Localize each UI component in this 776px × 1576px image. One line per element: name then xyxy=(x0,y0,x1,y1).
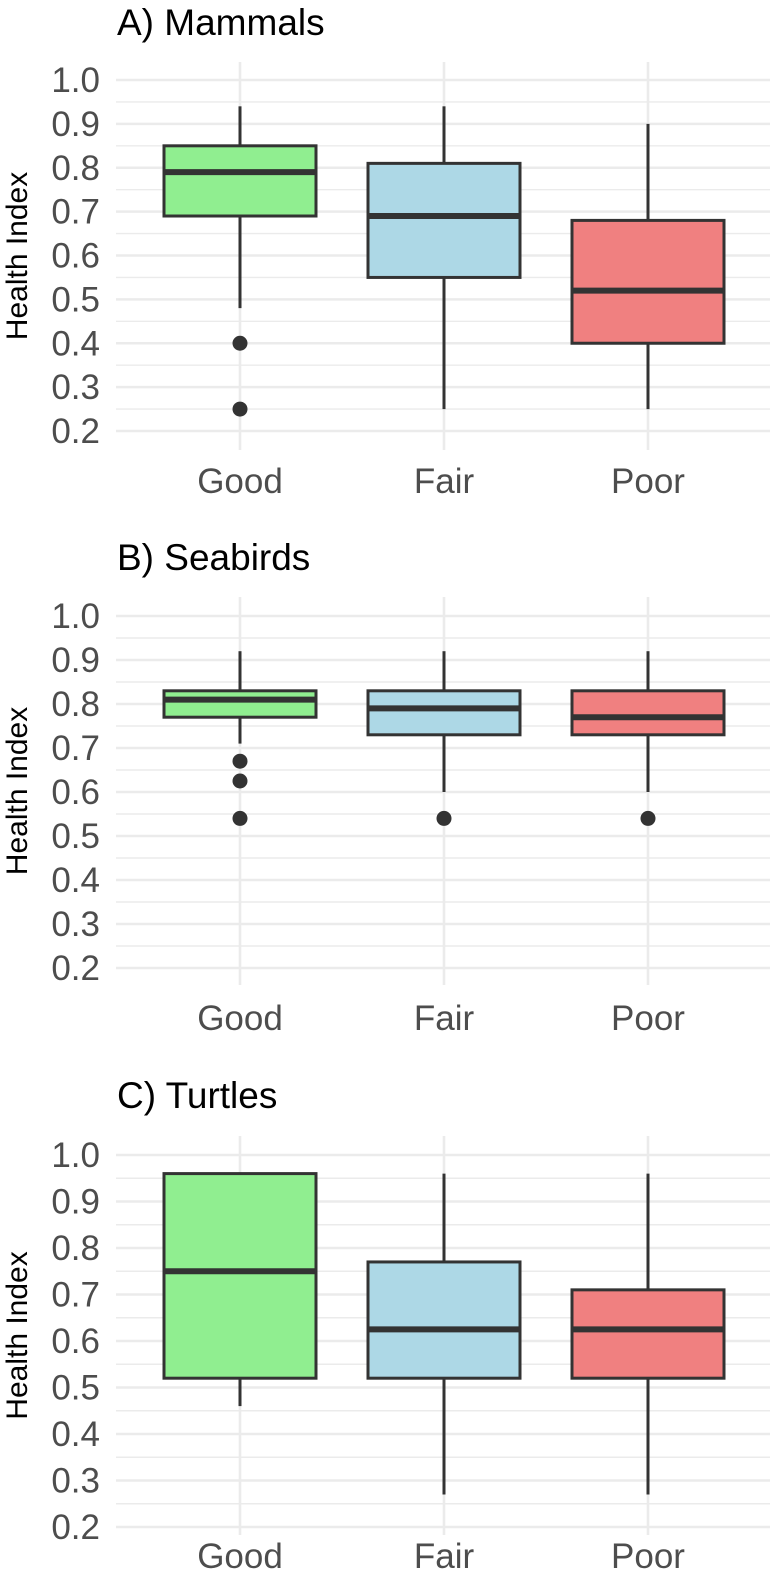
y-tick-label: 0.8 xyxy=(51,149,100,188)
box-body xyxy=(570,218,726,345)
box-good xyxy=(162,1172,318,1407)
panel-2: B) Seabirds Health Index 0.2 0.3 0.4 0.5 0.6 0.… xyxy=(1,537,770,1038)
outlier-point xyxy=(640,810,656,826)
box-good xyxy=(162,651,318,826)
y-tick-label: 0.4 xyxy=(51,1415,100,1454)
panel-title: C) Turtles xyxy=(117,1075,277,1116)
y-tick-label: 1.0 xyxy=(51,61,100,100)
x-tick-label: Fair xyxy=(414,999,475,1038)
outlier-point xyxy=(232,810,248,826)
outlier-point xyxy=(232,335,248,351)
y-tick-label: 0.4 xyxy=(51,324,100,363)
box-fair xyxy=(366,106,522,410)
y-tick-label: 0.2 xyxy=(51,1508,100,1547)
y-tick-label: 1.0 xyxy=(51,1136,100,1175)
box-body xyxy=(366,161,522,279)
outlier-point xyxy=(232,753,248,769)
y-tick-label: 0.3 xyxy=(51,1462,100,1501)
y-axis-title: Health Index xyxy=(1,707,34,875)
box-body xyxy=(570,689,726,737)
x-tick-label: Poor xyxy=(611,462,685,501)
panel-3: C) Turtles Health Index 0.2 0.3 0.4 0.5 0.6 0.7… xyxy=(1,1075,770,1576)
y-tick-label: 0.4 xyxy=(51,861,100,900)
y-tick-label: 0.9 xyxy=(51,641,100,680)
y-tick-label: 0.3 xyxy=(51,905,100,944)
y-tick-label: 0.6 xyxy=(51,773,100,812)
outlier-point xyxy=(436,810,452,826)
y-tick-label: 0.2 xyxy=(51,412,100,451)
box-fair xyxy=(366,1173,522,1495)
panel-1: A) Mammals Health Index 0.2 0.3 0.4 0.5 0.6 0.7… xyxy=(1,2,770,501)
box-body xyxy=(570,1288,726,1380)
y-tick-label: 1.0 xyxy=(51,597,100,636)
box-body xyxy=(366,689,522,737)
box-good xyxy=(162,106,318,417)
x-tick-label: Fair xyxy=(414,462,475,501)
box-body xyxy=(162,144,318,218)
y-tick-label: 0.7 xyxy=(51,729,100,768)
box-body xyxy=(366,1260,522,1380)
y-tick-label: 0.8 xyxy=(51,685,100,724)
y-tick-label: 0.7 xyxy=(51,193,100,232)
y-tick-label: 0.6 xyxy=(51,1322,100,1361)
panel-title: B) Seabirds xyxy=(117,537,310,578)
x-tick-label: Fair xyxy=(414,1537,475,1576)
box-fair xyxy=(366,651,522,826)
y-tick-label: 0.8 xyxy=(51,1229,100,1268)
y-tick-label: 0.2 xyxy=(51,949,100,988)
y-tick-label: 0.7 xyxy=(51,1276,100,1315)
box-body xyxy=(162,689,318,719)
y-axis-title: Health Index xyxy=(1,172,34,340)
x-tick-label: Good xyxy=(197,462,283,501)
x-tick-label: Good xyxy=(197,1537,283,1576)
y-tick-label: 0.9 xyxy=(51,105,100,144)
panel-title: A) Mammals xyxy=(117,2,325,43)
x-tick-label: Poor xyxy=(611,999,685,1038)
y-tick-label: 0.5 xyxy=(51,280,100,319)
box-poor xyxy=(570,1173,726,1495)
box-body xyxy=(162,1172,318,1380)
x-tick-label: Poor xyxy=(611,1537,685,1576)
outlier-point xyxy=(232,773,248,789)
box-poor xyxy=(570,123,726,410)
box-poor xyxy=(570,651,726,826)
x-tick-label: Good xyxy=(197,999,283,1038)
y-tick-label: 0.9 xyxy=(51,1183,100,1222)
y-tick-label: 0.5 xyxy=(51,817,100,856)
y-tick-label: 0.3 xyxy=(51,368,100,407)
y-tick-label: 0.5 xyxy=(51,1369,100,1408)
y-tick-label: 0.6 xyxy=(51,237,100,276)
outlier-point xyxy=(232,401,248,417)
y-axis-title: Health Index xyxy=(1,1251,34,1419)
